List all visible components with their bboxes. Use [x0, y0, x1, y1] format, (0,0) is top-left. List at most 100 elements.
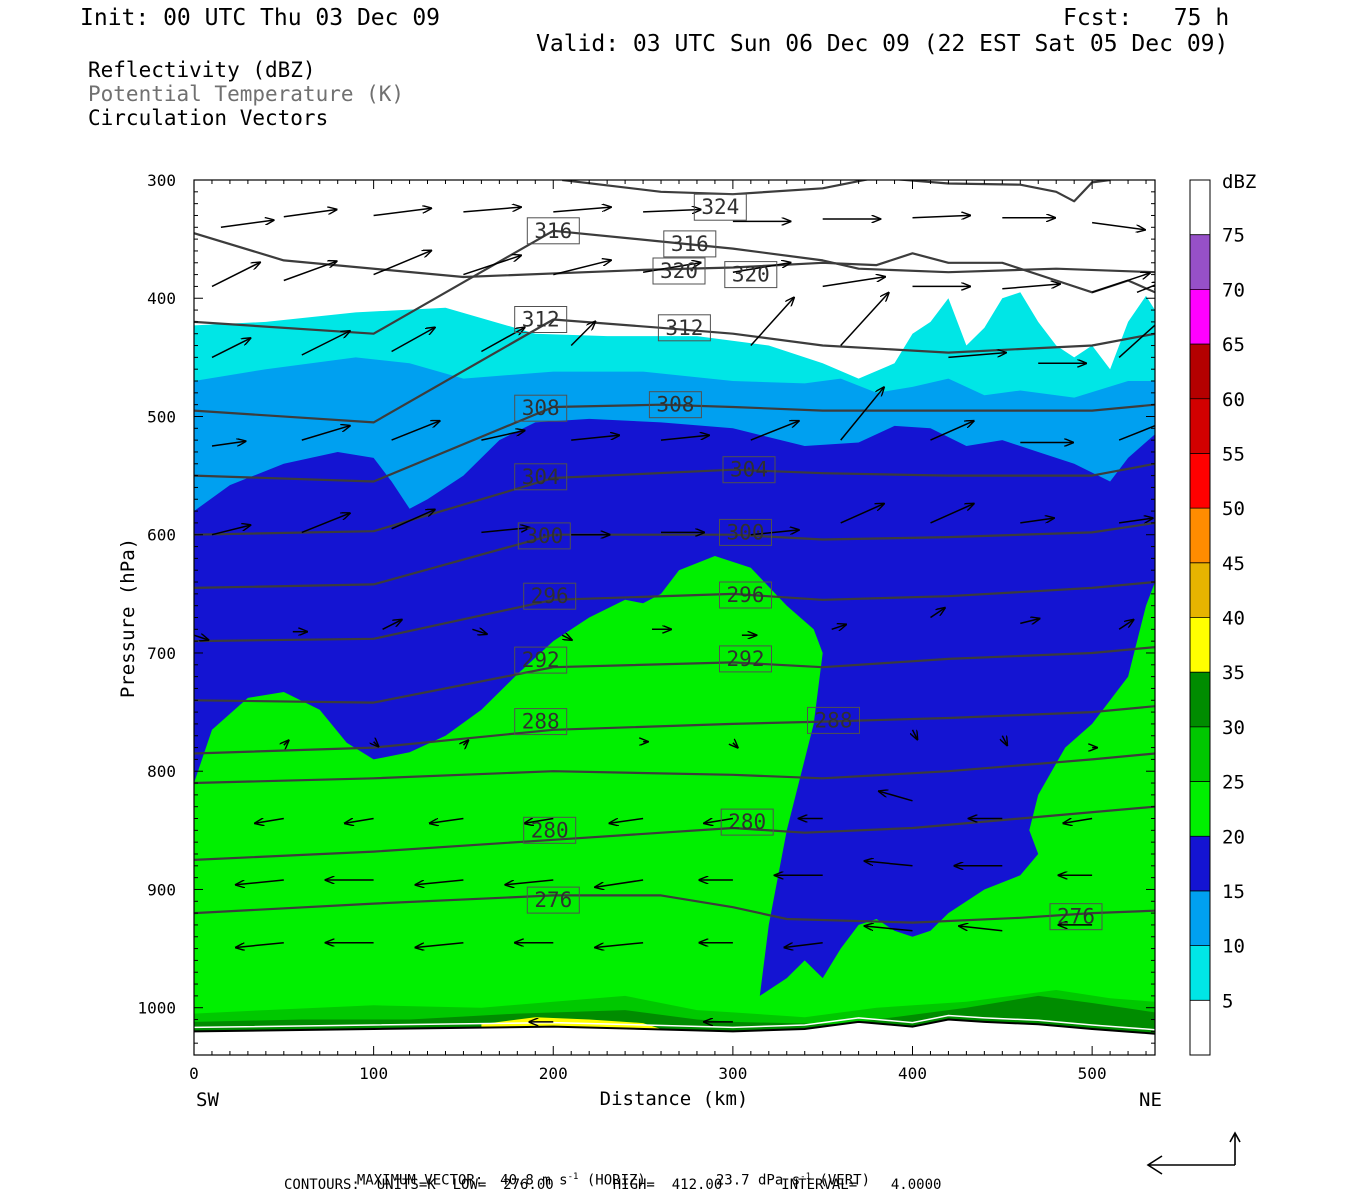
theta-contour-label: 296 — [523, 582, 577, 610]
theta-contour-label: 304 — [514, 463, 568, 491]
theta-label-text: 324 — [701, 195, 739, 219]
max-vector-vert-exponent: -1 — [800, 1172, 811, 1182]
theta-label-text: 292 — [522, 648, 560, 672]
theta-contour-label: 300 — [517, 522, 571, 550]
colorbar-segment-40 — [1190, 562, 1210, 618]
colorbar-label: 65 — [1222, 334, 1245, 356]
circulation-vector — [430, 817, 464, 824]
max-vector-text: MAXIMUM VECTOR: 40.8 m s-1 (HORIZ) 23.7 d… — [340, 1159, 870, 1188]
circulation-vector — [1020, 619, 1039, 624]
colorbar-label: 25 — [1222, 772, 1245, 794]
theta-label-text: 304 — [730, 458, 768, 482]
circulation-vector — [301, 513, 350, 534]
circulation-vector — [481, 431, 524, 441]
theta-contour-280 — [194, 805, 1155, 861]
circulation-vector — [236, 941, 284, 948]
init-time: Init: 00 UTC Thu 03 Dec 09 — [80, 5, 441, 31]
circulation-vector — [1002, 735, 1007, 746]
x-end-left-label: SW — [196, 1089, 219, 1111]
theta-label-box — [693, 193, 747, 221]
circulation-vector — [1063, 817, 1093, 824]
colorbar-label: 70 — [1222, 279, 1245, 301]
circulation-vector — [831, 625, 846, 630]
circulation-vector — [733, 743, 738, 748]
theta-contour-label: 280 — [720, 808, 774, 836]
contours-info-text: CONTOURS: UNITS=K LOW= 276.00 HIGH= 412.… — [284, 1177, 942, 1193]
circulation-vector — [481, 528, 529, 534]
theta-label-text: 292 — [727, 647, 765, 671]
theta-label-text: 280 — [728, 810, 766, 834]
colorbar-segment-65 — [1190, 289, 1210, 345]
theta-label-box — [719, 518, 772, 546]
forecast-hour: Fcst: 75 h — [1063, 5, 1230, 31]
theta-label-box — [720, 808, 774, 836]
max-vector-horiz-exponent: -1 — [567, 1172, 579, 1182]
theta-label-text: 288 — [522, 710, 560, 734]
x-tick-label: 100 — [359, 1064, 388, 1083]
theta-contour-label: 288 — [514, 708, 568, 736]
colorbar-segment-35 — [1190, 617, 1210, 673]
theta-label-text: 312 — [665, 316, 703, 340]
circulation-vector — [948, 353, 1006, 359]
colorbar-label: 5 — [1222, 990, 1233, 1012]
theta-contour-label: 288 — [807, 706, 860, 734]
x-end-right-label: NE — [1139, 1089, 1162, 1111]
circulation-vector — [301, 426, 350, 441]
legend-potential-temperature: Potential Temperature (K) — [88, 82, 405, 106]
circulation-vector — [553, 207, 611, 213]
circulation-vector — [391, 421, 440, 441]
theta-label-box — [514, 394, 568, 422]
legend-reflectivity: Reflectivity (dBZ) — [88, 58, 316, 82]
circulation-vector — [822, 277, 885, 288]
y-axis-title: Pressure (hPa) — [117, 538, 139, 698]
circulation-vector — [463, 255, 521, 276]
circulation-vector — [570, 322, 595, 347]
theta-contour-label: 292 — [719, 645, 772, 673]
circulation-vector — [211, 525, 250, 536]
circulation-vector — [284, 740, 289, 745]
x-tick-label: 300 — [718, 1064, 747, 1083]
circulation-vector — [345, 817, 374, 824]
circulation-vector — [930, 504, 974, 524]
circulation-vector — [236, 879, 284, 885]
circulation-vector — [382, 620, 402, 630]
theta-label-text: 320 — [660, 259, 698, 283]
circulation-vector — [553, 260, 611, 276]
circulation-vector — [211, 441, 246, 447]
terrain-surface-line — [194, 1018, 1155, 1035]
colorbar-segment-75 — [1190, 180, 1210, 235]
theta-label-box — [657, 314, 711, 342]
circulation-vector — [879, 791, 913, 802]
theta-contour-label: 296 — [719, 581, 772, 609]
theta-contour-296 — [194, 580, 1155, 643]
circulation-vector — [840, 387, 884, 441]
circulation-vector — [750, 530, 799, 536]
x-axis-title: Distance (km) — [600, 1088, 749, 1110]
theta-label-box — [1049, 903, 1103, 931]
colorbar-label: 40 — [1222, 608, 1245, 630]
circulation-vector — [1002, 284, 1060, 290]
colorbar-segment-60 — [1190, 344, 1210, 399]
y-tick-label: 1000 — [137, 999, 176, 1018]
colorbar-segment-55 — [1190, 398, 1210, 454]
colorbar-segment-45 — [1190, 508, 1210, 563]
colorbar-label: 30 — [1222, 717, 1245, 739]
circulation-vector — [595, 941, 644, 948]
colorbar-label: 20 — [1222, 826, 1245, 848]
circulation-vector — [463, 740, 468, 745]
colorbar-unit-label: dBZ — [1222, 171, 1256, 193]
circulation-vector — [865, 926, 913, 932]
theta-label-text: 320 — [732, 263, 770, 287]
circulation-vector — [301, 331, 350, 356]
colorbar-frame — [1189, 179, 1211, 1056]
theta-contour-label: 300 — [719, 518, 772, 546]
theta-contour-292 — [194, 646, 1155, 704]
theta-contour-312 — [194, 318, 1155, 424]
theta-contour-label: 312 — [514, 306, 568, 333]
colorbar-segment-25 — [1190, 726, 1210, 782]
x-tick-label: 500 — [1078, 1064, 1107, 1083]
theta-label-box — [514, 646, 568, 674]
circulation-vector — [595, 879, 644, 887]
theta-contour-label: 304 — [722, 456, 776, 484]
theta-label-box — [724, 261, 778, 289]
